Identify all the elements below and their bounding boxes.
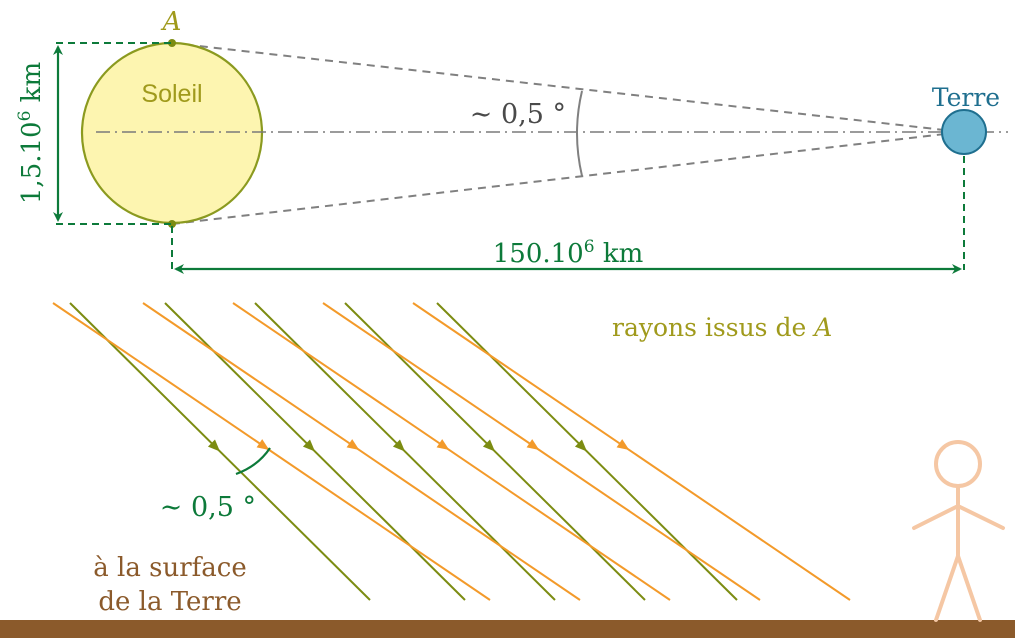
- person-arm-right: [956, 504, 1005, 530]
- surface-label-line2: de la Terre: [98, 587, 241, 617]
- angle-arc-top: [576, 90, 583, 177]
- sun-disc: [80, 41, 264, 225]
- angle-arc-bottom: [235, 447, 271, 476]
- orange-ray-3-arrowhead: [436, 439, 450, 451]
- olive-ray-4-arrowhead: [482, 439, 495, 452]
- sun-label: Soleil: [141, 80, 202, 108]
- orange-ray-5-arrowhead: [616, 439, 630, 451]
- orange-ray-3: [232, 302, 671, 601]
- diameter-label: 1,5.106 km: [15, 62, 47, 204]
- person-figure: [912, 440, 1005, 622]
- distance-label: 150.106 km: [493, 237, 644, 269]
- person-leg-left: [934, 554, 960, 622]
- olive-ray-1-arrowhead: [207, 439, 220, 452]
- point-bottom: [168, 220, 176, 228]
- cone-line-bottom: [171, 131, 963, 225]
- orange-ray-4-arrowhead: [526, 439, 540, 451]
- distance-label-exp: 6: [584, 237, 595, 257]
- diameter-label-base: 1,5.10: [17, 121, 47, 204]
- orange-ray-4: [322, 302, 761, 601]
- distance-label-base: 150.10: [493, 239, 584, 269]
- rays-label-text: rayons issus de: [612, 313, 814, 342]
- orange-ray-2-arrowhead: [346, 439, 360, 451]
- rays-label-var: A: [812, 313, 832, 342]
- point-a-label: A: [161, 7, 182, 37]
- ground-surface: [0, 620, 1015, 638]
- surface-label-line1: à la surface: [93, 553, 246, 583]
- olive-ray-3-arrowhead: [392, 439, 405, 452]
- rays-group: [52, 302, 851, 601]
- bottom-diagram: rayons issus de A ∼ 0,5 ° à la surface d…: [0, 302, 1015, 638]
- olive-ray-5-arrowhead: [574, 439, 587, 452]
- diameter-label-unit: km: [17, 62, 47, 111]
- olive-ray-2-arrowhead: [302, 439, 315, 452]
- angle-label-top: ∼ 0,5 °: [470, 99, 566, 130]
- earth-disc: [941, 109, 987, 155]
- orange-ray-1: [52, 302, 491, 601]
- earth-label: Terre: [932, 83, 1000, 112]
- cone-line-top: [171, 42, 963, 133]
- person-head: [934, 440, 982, 488]
- orange-ray-1-arrowhead: [256, 439, 270, 451]
- distance-label-unit: km: [595, 239, 644, 269]
- person-leg-right: [956, 554, 982, 622]
- person-arm-left: [912, 504, 960, 530]
- top-diagram: A Soleil Terre ∼ 0,5 ° 1,5.106 km 150.10…: [15, 7, 1008, 274]
- orange-ray-5: [412, 302, 851, 601]
- angle-label-bottom: ∼ 0,5 °: [160, 492, 256, 523]
- point-a: [168, 39, 176, 47]
- rays-label: rayons issus de A: [612, 313, 832, 342]
- diameter-label-exp: 6: [15, 111, 35, 122]
- orange-ray-2: [142, 302, 581, 601]
